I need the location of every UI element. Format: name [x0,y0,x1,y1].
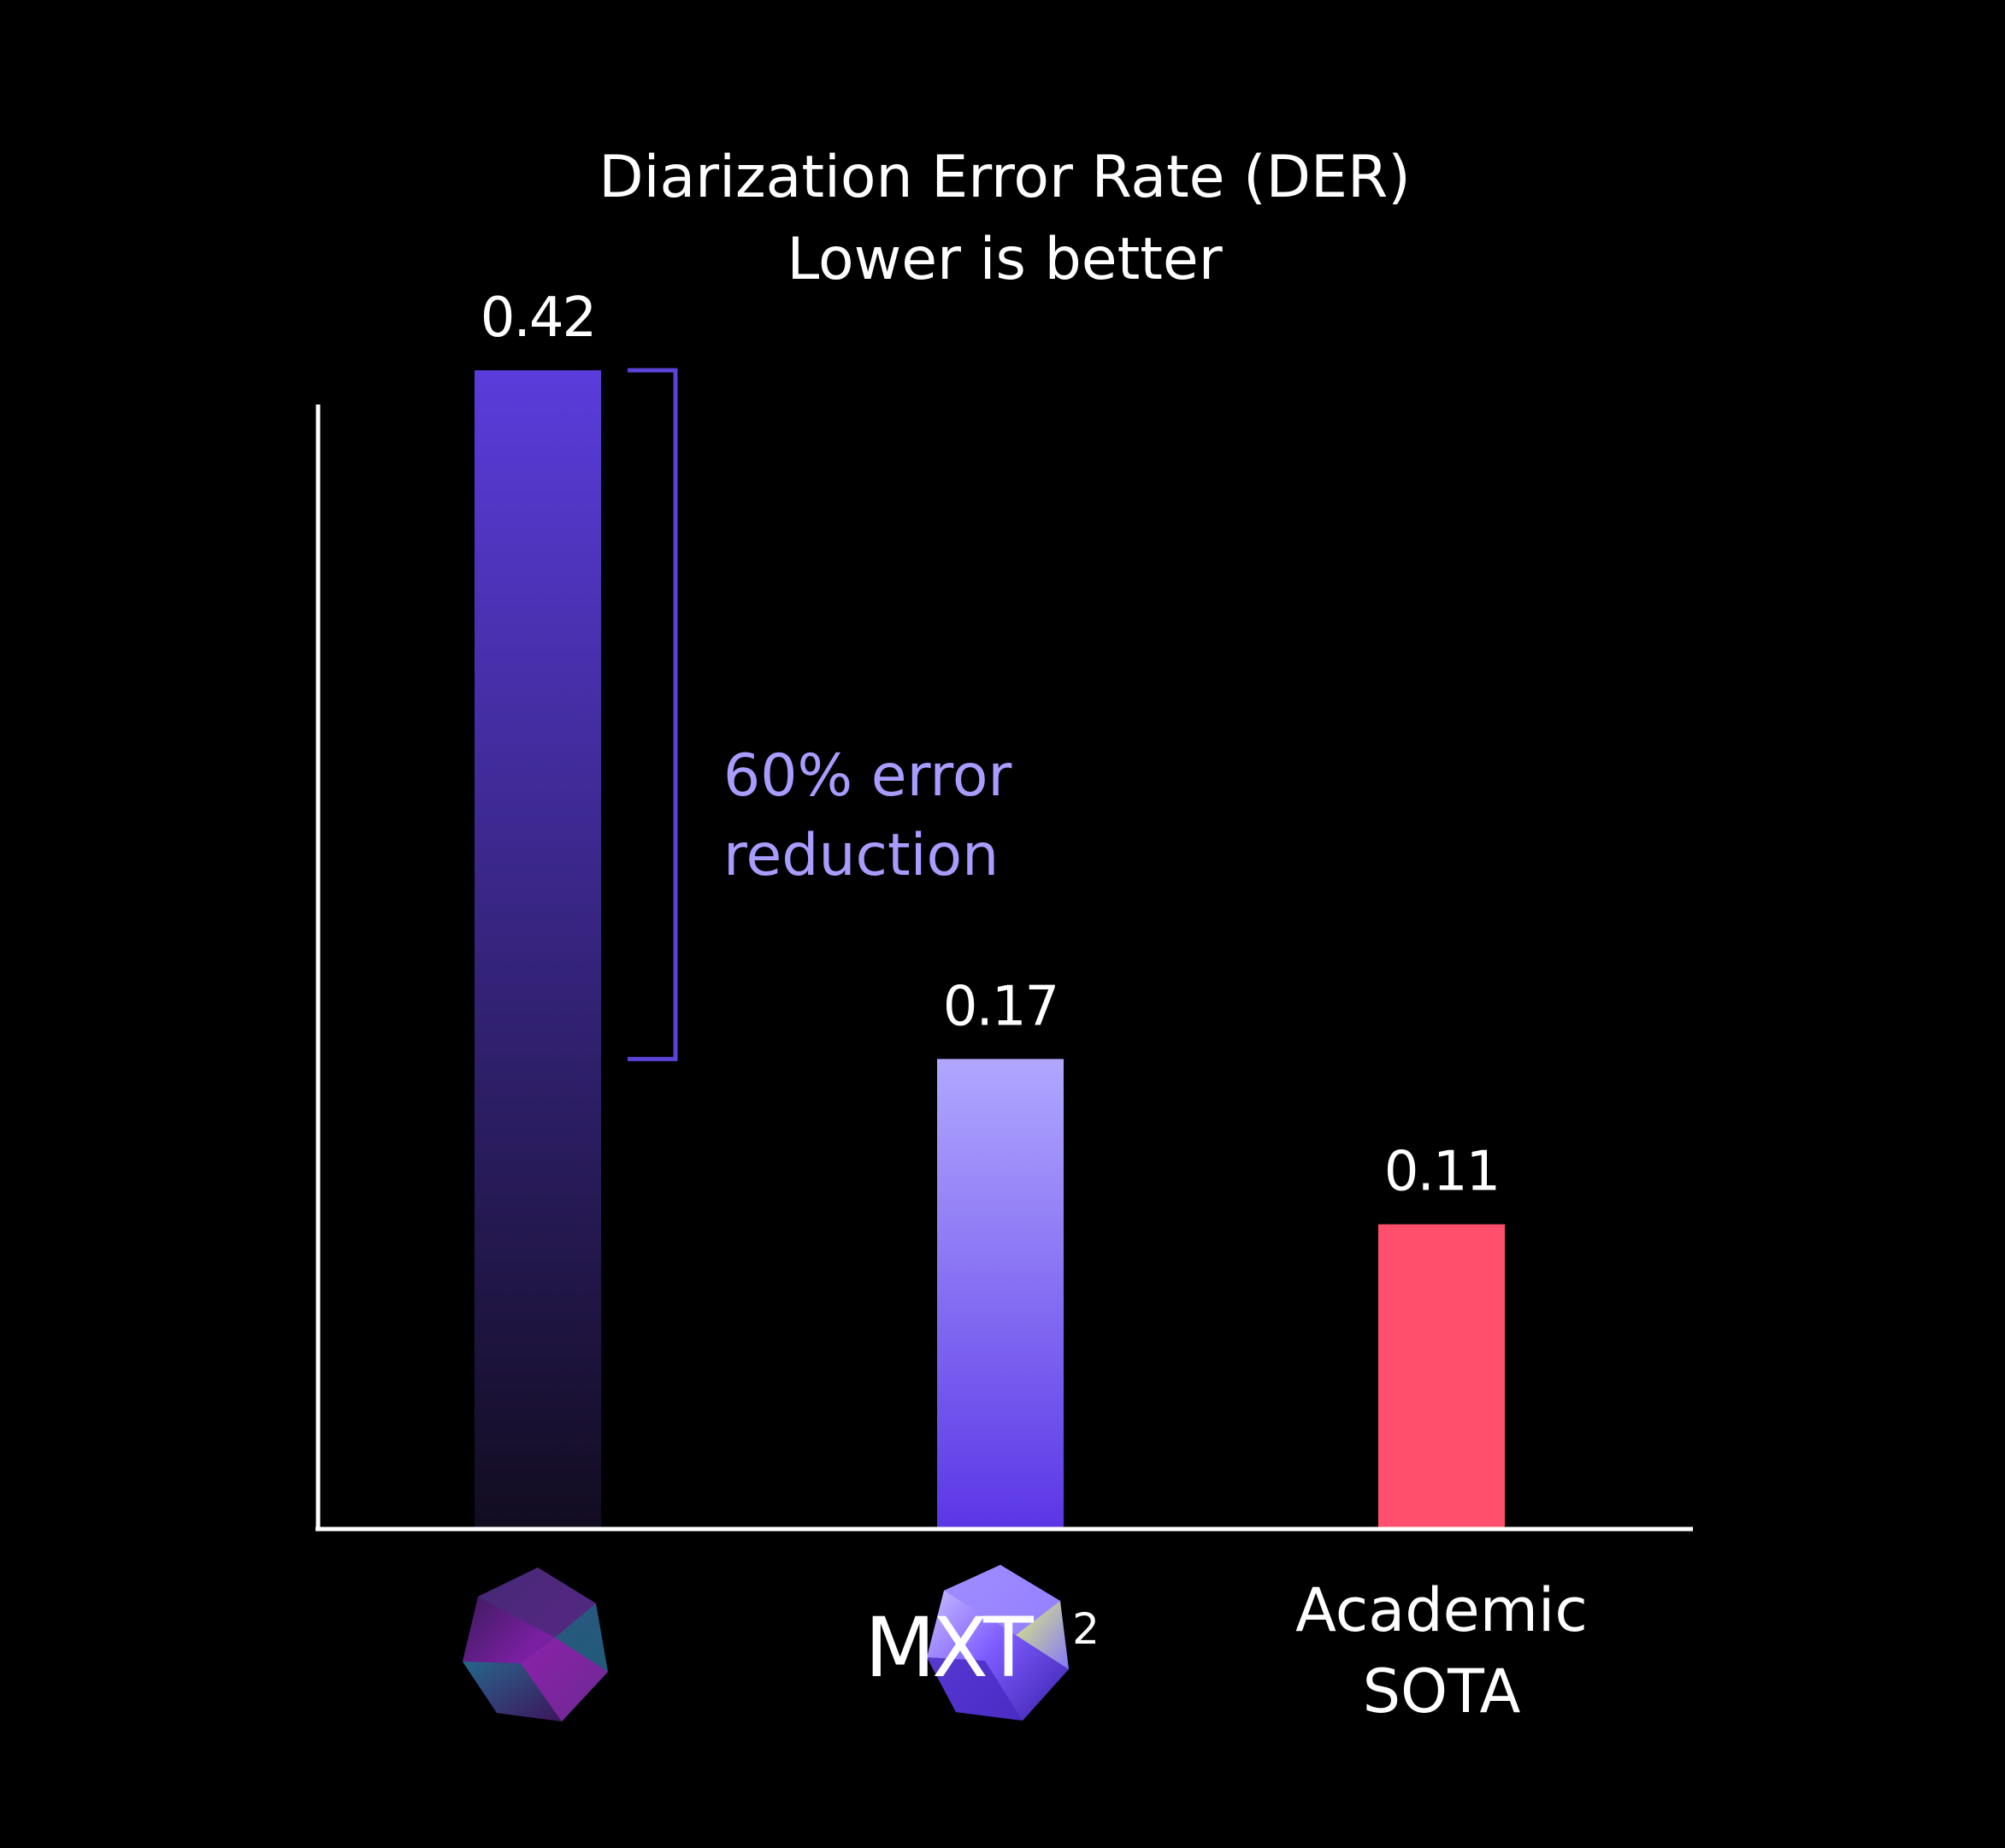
category-label-sota: SOTA [1363,1656,1521,1727]
annotation-text-line-1: 60% error [723,742,1011,810]
value-label-2: 0.17 [943,975,1059,1038]
gem-icon [463,1568,608,1721]
bar-1 [475,370,601,1527]
chart-subtitle: Lower is better [787,226,1222,293]
category-label-academic: Academic [1295,1575,1588,1645]
mxt2-logo-superscript: 2 [1072,1604,1100,1654]
chart-title: Diarization Error Rate (DER) [599,144,1411,211]
value-labels-layer: 0.42 0.17 0.11 [481,286,1501,1204]
bars-layer [475,370,1505,1527]
mxt2-gem-icon [927,1565,1069,1721]
value-label-1: 0.42 [481,286,596,350]
value-label-3: 0.11 [1384,1141,1500,1204]
annotation-text-line-2: reduction [723,822,999,889]
bar-2 [937,1059,1064,1527]
mxt2-logo-text: MXT [864,1600,1034,1696]
reduction-bracket [628,368,678,1061]
bar-3 [1378,1224,1505,1527]
annotation-layer: 60% error reduction [628,368,1011,1061]
